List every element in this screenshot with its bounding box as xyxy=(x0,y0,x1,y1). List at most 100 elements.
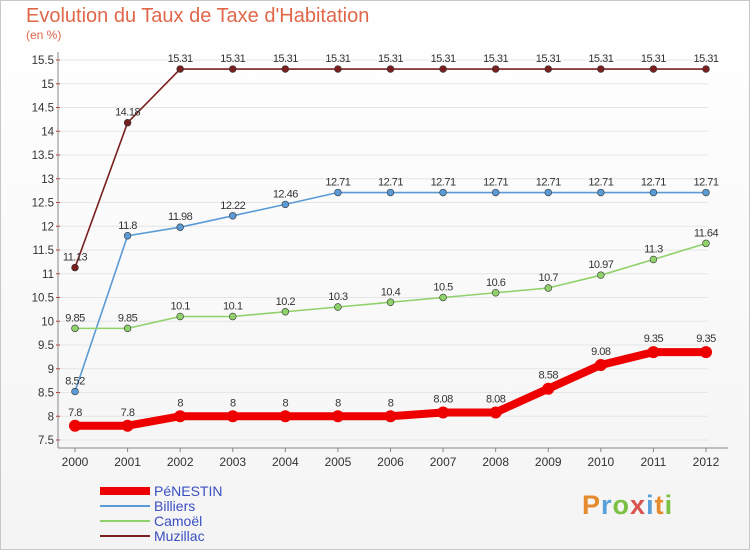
data-point xyxy=(281,65,290,73)
y-tick-label: 11 xyxy=(42,269,54,281)
data-label: 9.85 xyxy=(65,312,85,324)
data-point xyxy=(386,65,395,73)
data-label: 10.97 xyxy=(588,259,613,271)
series-camoël: 9.85 9.85 10.1 10.1 10.2 10.3 10.4 10.5 10.6 10.7… xyxy=(65,227,719,333)
x-tick-label: 2011 xyxy=(641,455,667,469)
data-point xyxy=(226,410,239,423)
data-point xyxy=(229,312,237,321)
data-point xyxy=(176,312,184,321)
data-point xyxy=(229,212,237,220)
data-label: 7.8 xyxy=(68,407,82,419)
y-tick-label: 12.5 xyxy=(32,198,54,210)
data-point xyxy=(491,289,500,297)
data-label: 8 xyxy=(335,397,341,409)
data-label: 8.08 xyxy=(486,393,506,405)
data-label: 12.71 xyxy=(536,177,561,189)
y-tick-label: 14.5 xyxy=(32,103,54,115)
data-point xyxy=(439,188,447,197)
data-label: 11.3 xyxy=(644,244,663,256)
y-tick-label: 11.5 xyxy=(32,245,54,257)
data-point xyxy=(491,65,500,73)
data-label: 10.1 xyxy=(170,301,190,313)
y-tick-label: 10.5 xyxy=(32,293,54,305)
legend-label: PéNESTIN xyxy=(154,483,222,499)
logo-letter: i xyxy=(664,490,674,520)
logo-letter: o xyxy=(612,490,631,520)
data-point xyxy=(702,188,710,197)
logo-letter: t xyxy=(654,490,665,520)
logo-letter: r xyxy=(601,490,613,520)
data-label: 12.71 xyxy=(641,177,666,189)
data-label: 15.31 xyxy=(641,53,666,65)
y-tick-label: 8.5 xyxy=(38,388,54,400)
data-label: 10.4 xyxy=(381,286,401,298)
data-label: 12.71 xyxy=(483,177,508,189)
data-point xyxy=(544,65,552,73)
data-point xyxy=(123,118,132,127)
data-label: 10.6 xyxy=(486,277,506,289)
data-label: 12.71 xyxy=(378,177,403,189)
x-tick-label: 2001 xyxy=(114,455,141,469)
data-label: 15.31 xyxy=(431,53,456,65)
y-tick-label: 15 xyxy=(41,79,54,91)
logo-letter: P xyxy=(582,490,602,520)
y-tick-label: 9 xyxy=(48,364,54,376)
data-label: 8 xyxy=(283,397,289,409)
data-point xyxy=(386,298,395,306)
data-point xyxy=(544,284,552,292)
data-point xyxy=(331,410,344,423)
data-label: 8.08 xyxy=(433,393,453,405)
logo-letter: x xyxy=(630,490,647,520)
legend-label: Camoël xyxy=(154,513,202,529)
data-point xyxy=(71,324,79,333)
data-point xyxy=(544,188,552,197)
data-label: 12.71 xyxy=(431,177,456,189)
x-tick-label: 2009 xyxy=(535,455,562,469)
data-label: 12.71 xyxy=(325,177,350,189)
proxiti-logo: Proxiti xyxy=(582,490,673,521)
y-tick-label: 13.5 xyxy=(32,150,54,162)
series-muzillac: 11.13 14.18 15.31 15.31 15.31 15.31 15.31 15.31… xyxy=(63,53,719,272)
x-tick-label: 2005 xyxy=(325,455,352,469)
data-label: 11.8 xyxy=(118,220,137,232)
data-point xyxy=(647,346,660,359)
y-tick-label: 9.5 xyxy=(38,340,54,352)
y-tick-label: 13 xyxy=(41,174,54,186)
data-label: 7.8 xyxy=(121,407,135,419)
data-point xyxy=(702,65,710,73)
x-tick-label: 2003 xyxy=(219,455,246,469)
x-tick-label: 2008 xyxy=(482,455,509,469)
data-label: 15.31 xyxy=(168,53,193,65)
data-label: 12.71 xyxy=(588,177,613,189)
data-label: 14.18 xyxy=(115,107,140,119)
logo-letter: i xyxy=(646,490,655,520)
data-label: 9.35 xyxy=(696,333,716,345)
data-label: 15.31 xyxy=(325,53,350,65)
data-point xyxy=(176,65,184,73)
data-point xyxy=(649,255,658,264)
data-point xyxy=(123,324,132,333)
x-tick-label: 2000 xyxy=(62,455,89,469)
data-label: 12.46 xyxy=(273,188,298,200)
data-point xyxy=(174,410,187,423)
data-point xyxy=(334,303,342,311)
data-label: 10.3 xyxy=(328,291,348,303)
x-tick-label: 2002 xyxy=(167,455,194,469)
chart-title: Evolution du Taux de Taxe d'Habitation xyxy=(26,5,370,27)
data-point xyxy=(69,419,81,432)
data-label: 10.1 xyxy=(223,301,243,313)
data-label: 15.31 xyxy=(588,53,613,65)
data-point xyxy=(491,188,500,197)
data-label: 8 xyxy=(177,397,183,409)
data-label: 8 xyxy=(230,397,236,409)
x-tick-label: 2007 xyxy=(430,455,457,469)
x-tick-label: 2006 xyxy=(377,455,404,469)
data-label: 9.35 xyxy=(644,333,664,345)
data-label: 15.31 xyxy=(483,53,508,65)
data-point xyxy=(649,65,658,73)
data-point xyxy=(702,239,710,248)
x-tick-label: 2010 xyxy=(587,455,614,469)
y-tick-label: 10 xyxy=(41,316,54,328)
data-point xyxy=(649,188,658,197)
